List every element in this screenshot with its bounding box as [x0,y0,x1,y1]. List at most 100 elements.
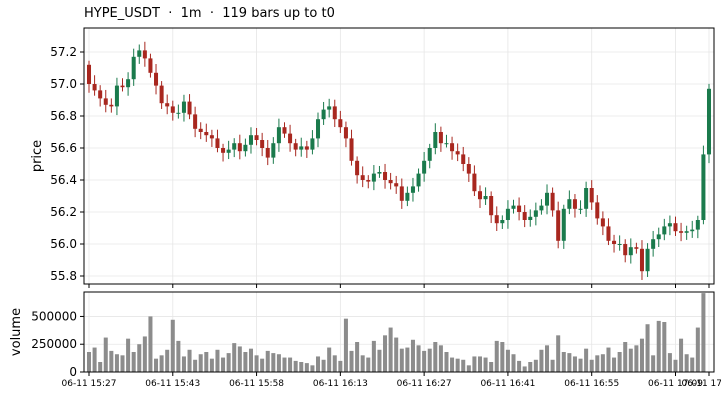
volume-bar [181,356,186,372]
volume-bar [623,342,628,372]
price-tick-label: 57.2 [50,45,77,59]
volume-bar [299,362,304,372]
candle-body [706,88,712,155]
candle-body [366,180,371,182]
candle-body [282,127,287,134]
volume-bar [254,355,259,372]
volume-bar [221,357,226,372]
chart-title: HYPE_USDT · 1m · 119 bars up to t0 [84,6,335,21]
volume-bar [327,347,332,372]
volume-bar [539,349,544,372]
candle-body [645,248,650,272]
candle-body [209,135,214,139]
candle-body [567,199,572,209]
candle-body [438,132,443,144]
candle-body [327,106,332,110]
candle-body [355,160,360,176]
candle-body [288,133,293,144]
volume-bar [612,357,617,372]
volume-bar [589,359,594,372]
candle-body [600,218,605,227]
candle-body [623,244,628,256]
volume-bar [209,358,214,372]
volume-bar [422,350,427,372]
price-tick-label: 56.4 [50,173,77,187]
volume-bar [265,350,270,372]
candle-body [187,101,192,115]
volume-bar [304,363,309,372]
candle-body [159,85,164,104]
volume-bar [483,357,488,372]
price-tick-label: 57.0 [50,77,77,91]
candle-body [695,220,700,230]
candle-body [165,103,170,107]
candle-body [489,196,494,216]
x-ticks: 06-11 15:27 06-11 15:43 06-11 15:58 06-11 1… [62,284,721,389]
candle-body [561,208,566,241]
volume-bar [349,350,354,372]
candle-body [690,229,695,232]
candle-body [131,56,136,80]
candle-body [103,98,108,105]
volume-bar [293,360,298,372]
volume-bar [690,357,695,372]
candle-body [572,199,577,209]
candle-body [142,50,147,59]
volume-frame [83,291,715,373]
volume-bar [176,340,181,372]
volume-bar [366,357,371,372]
candle-body [477,191,483,200]
volume-bar [226,353,231,372]
volume-bar [288,357,293,372]
candle-body [338,119,343,128]
candle-body [701,154,706,220]
volume-bar [617,352,622,372]
candle-body [673,223,678,232]
candle-body [539,205,544,211]
volume-bar [388,327,393,372]
candle-body [271,143,276,158]
candle-body [472,173,477,192]
volume-bar [193,359,198,372]
candle-body [444,143,449,145]
volume-bar [651,355,656,372]
candle-body [556,210,561,241]
candle-body [617,244,622,245]
price-tick-label: 56.2 [50,205,77,219]
volume-bar [550,359,555,372]
volume-bar [511,354,516,372]
candle-body [321,109,326,120]
candle-body [416,173,421,187]
volume-bars [86,293,706,372]
volume-bar [444,352,449,372]
candle-body [455,151,460,155]
candle-body [628,247,633,256]
x-tick-label: 06-11 16:41 [480,379,535,389]
candle-body [176,112,181,114]
volume-bar [656,320,661,372]
candle-body [315,119,321,139]
volume-bar [416,345,421,372]
volume-bar [600,354,605,372]
volume-bar [237,346,242,372]
candle-body [606,226,611,241]
x-tick-label: 06-11 15:27 [62,379,117,389]
candle-body [215,138,220,148]
candle-body [254,135,259,140]
candle-body [114,85,119,107]
volume-bar [271,353,276,372]
volume-bar [142,336,147,372]
volume-bar [394,337,399,372]
volume-tick-label: 250000 [31,337,77,351]
volume-bar [522,366,527,372]
volume-bar [343,318,348,372]
candle-body [427,148,432,161]
candle-body [494,215,499,224]
volume-bar [148,316,153,372]
volume-bar [545,345,550,372]
volume-bar [533,359,538,372]
candle-body [662,226,667,235]
candle-body [232,143,237,150]
candle-body [545,192,550,206]
candle-body [349,138,354,161]
